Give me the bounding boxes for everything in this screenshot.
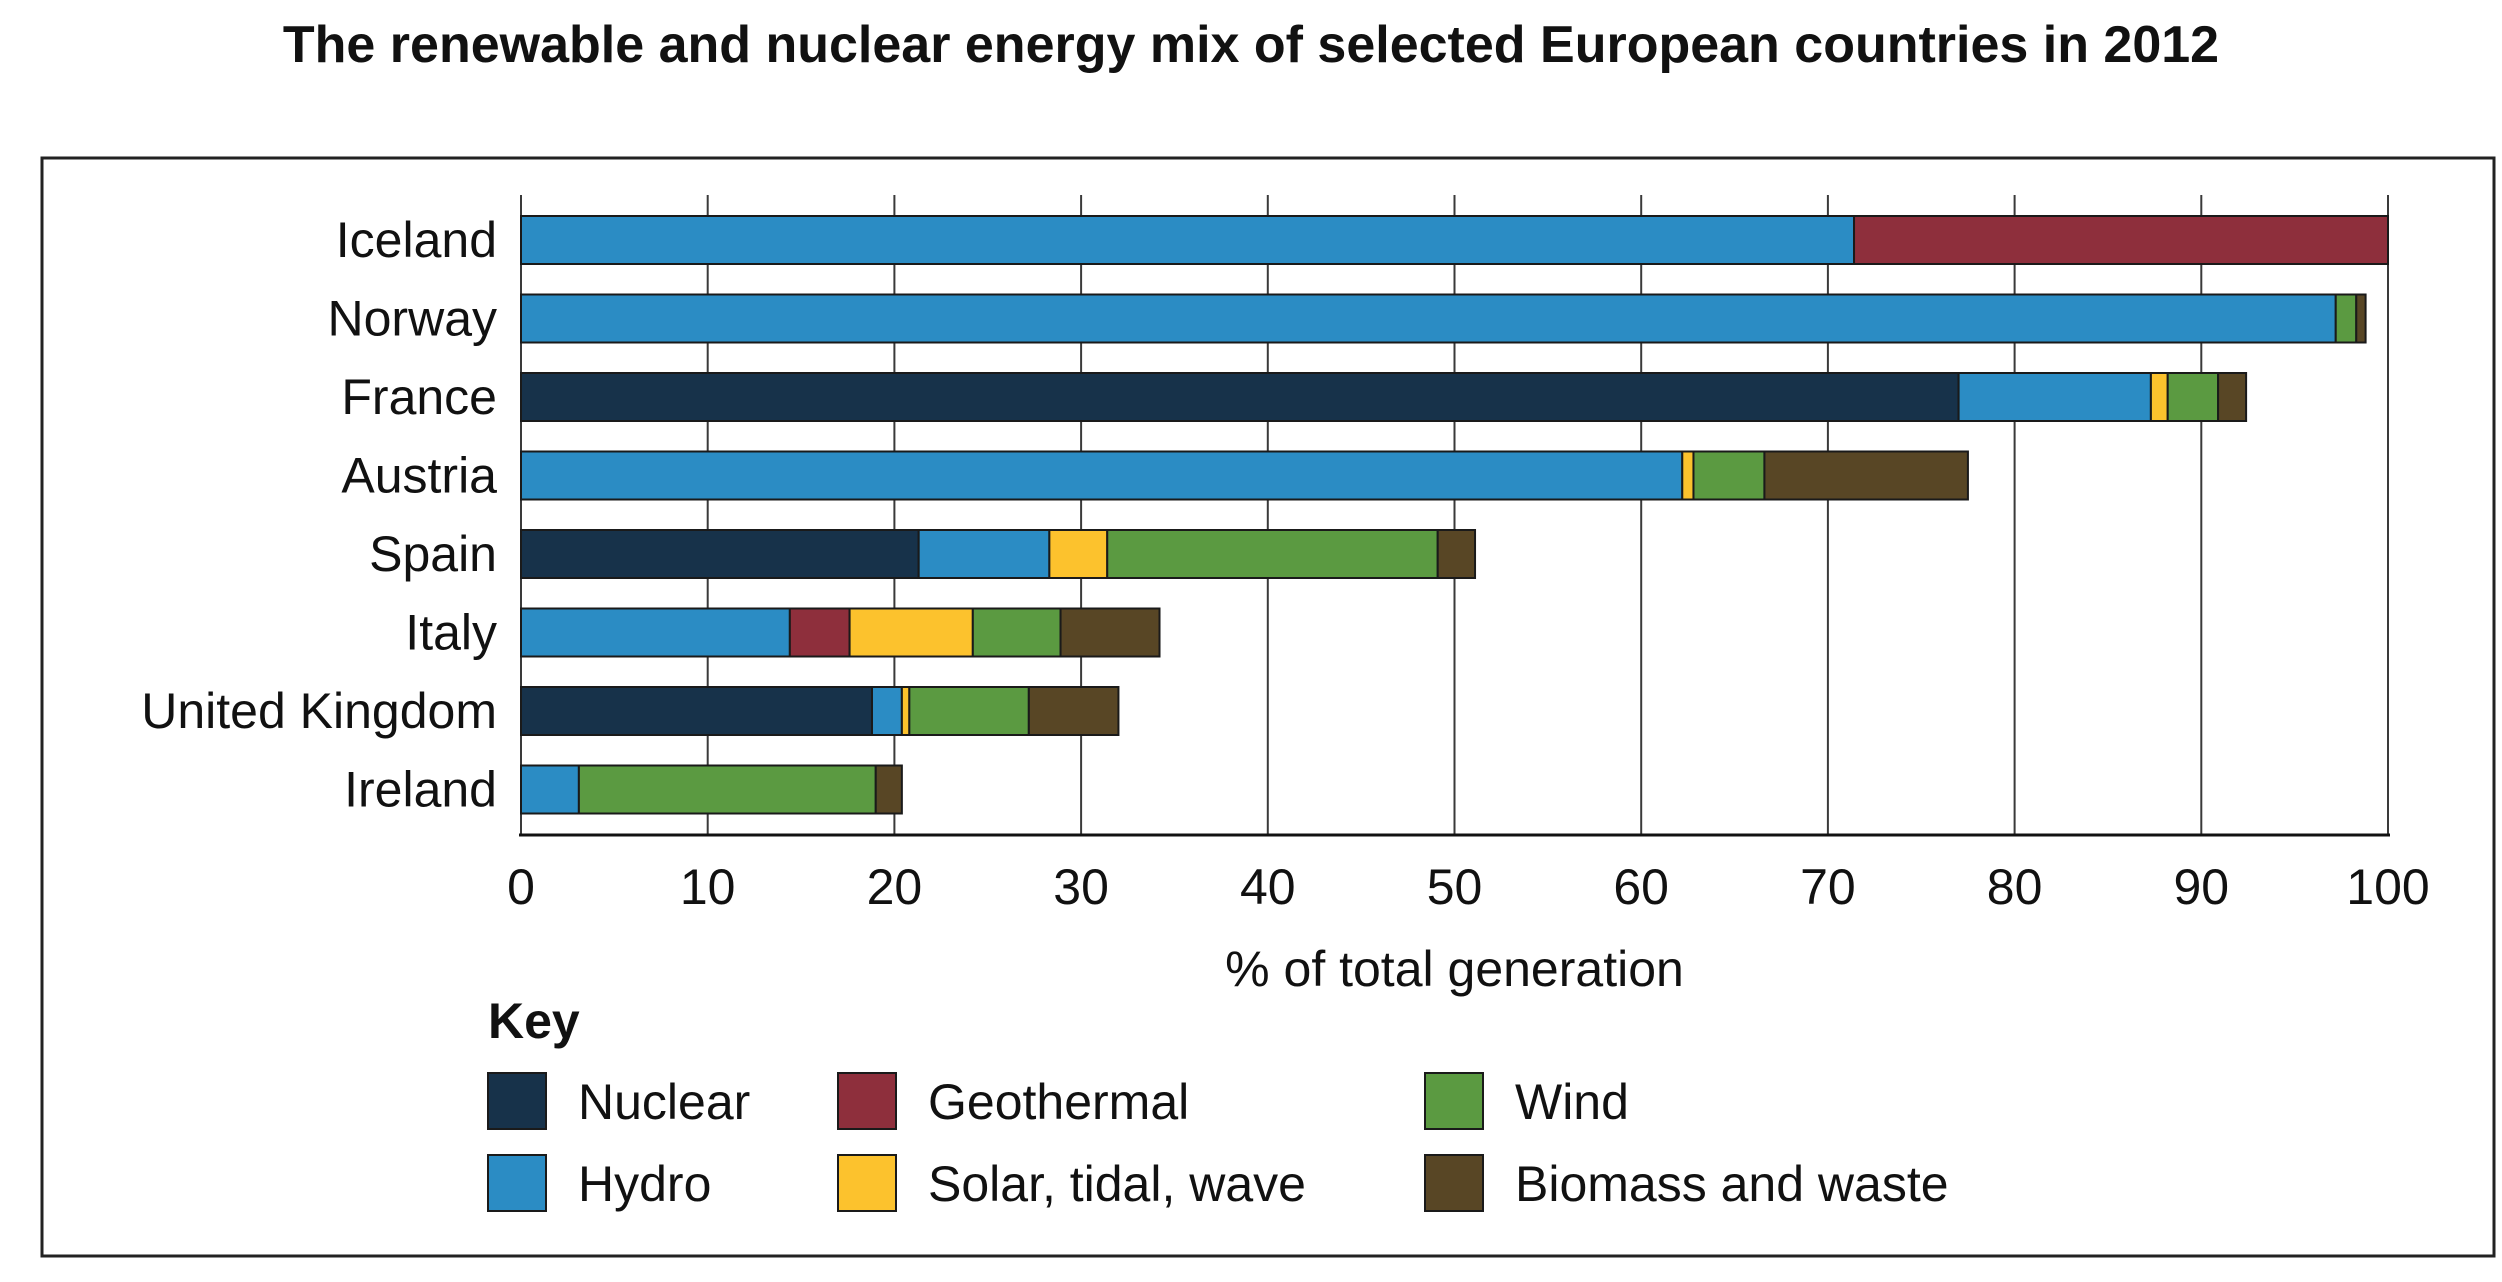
bars (520, 215, 2389, 815)
x-tick-label-30: 30 (1053, 859, 1109, 915)
legend-title: Key (488, 993, 580, 1049)
bar-iceland-geothermal (1853, 215, 2389, 265)
legend-swatch-hydro (487, 1154, 547, 1212)
legend-label-nuclear: Nuclear (578, 1074, 750, 1130)
category-label-iceland: Iceland (336, 212, 497, 268)
bar-france-nuclear (520, 372, 1960, 422)
chart-title: The renewable and nuclear energy mix of … (282, 16, 2220, 74)
bar-france-solar-tidal-wave (2149, 372, 2169, 422)
bar-austria-wind (1692, 450, 1766, 501)
bar-spain-wind (1106, 529, 1439, 579)
bar-austria-solar-tidal-wave (1681, 450, 1695, 501)
category-label-norway: Norway (328, 291, 497, 347)
bar-france-biomass-and-waste (2217, 372, 2248, 422)
x-tick-label-40: 40 (1240, 859, 1296, 915)
legend-swatch-solar-tidal-wave (837, 1154, 897, 1212)
legend-label-solar-tidal-wave: Solar, tidal, wave (928, 1156, 1306, 1212)
legend-swatch-biomass-and-waste (1424, 1154, 1484, 1212)
bar-ireland-biomass-and-waste (874, 764, 903, 815)
category-label-ireland: Ireland (344, 762, 497, 818)
bar-united-kingdom-nuclear (520, 686, 873, 736)
bar-spain-solar-tidal-wave (1048, 529, 1109, 579)
legend-label-hydro: Hydro (578, 1156, 711, 1212)
bar-united-kingdom-biomass-and-waste (1027, 686, 1120, 736)
x-tick-label-0: 0 (507, 859, 535, 915)
x-tick-label-60: 60 (1613, 859, 1669, 915)
legend-label-biomass-and-waste: Biomass and waste (1515, 1156, 1949, 1212)
category-label-italy: Italy (405, 605, 497, 661)
bar-italy-geothermal (788, 607, 851, 658)
legend: Key Nuclear Hydro Geothermal Solar, tidal, w… (487, 993, 1949, 1212)
bar-france-wind (2166, 372, 2220, 422)
x-tick-label-90: 90 (2173, 859, 2229, 915)
x-tick-label-50: 50 (1427, 859, 1483, 915)
category-label-united-kingdom: United Kingdom (141, 683, 497, 739)
bar-norway-hydro (520, 293, 2337, 344)
bar-italy-hydro (520, 607, 791, 658)
bar-united-kingdom-hydro (870, 686, 903, 736)
legend-label-wind: Wind (1515, 1074, 1629, 1130)
category-label-austria: Austria (341, 448, 497, 504)
bar-austria-hydro (520, 450, 1684, 501)
bar-italy-wind (971, 607, 1062, 658)
bar-norway-wind (2334, 293, 2358, 344)
category-label-france: France (341, 369, 497, 425)
bar-spain-biomass-and-waste (1436, 529, 1477, 579)
x-tick-label-20: 20 (867, 859, 923, 915)
bar-spain-hydro (917, 529, 1051, 579)
bar-norway-biomass-and-waste (2355, 293, 2367, 344)
axes: 0 10 20 30 40 50 60 70 80 90 100 % of total generat… (141, 212, 2429, 997)
x-tick-label-10: 10 (680, 859, 736, 915)
legend-swatch-wind (1424, 1072, 1484, 1130)
x-axis-label: % of total generation (1225, 941, 1684, 997)
x-tick-label-100: 100 (2346, 859, 2429, 915)
legend-swatch-geothermal (837, 1072, 897, 1130)
bar-united-kingdom-solar-tidal-wave (900, 686, 911, 736)
bar-austria-biomass-and-waste (1763, 450, 1969, 501)
legend-label-geothermal: Geothermal (928, 1074, 1189, 1130)
bar-ireland-hydro (520, 764, 580, 815)
bar-ireland-wind (577, 764, 877, 815)
bar-italy-solar-tidal-wave (848, 607, 974, 658)
bar-united-kingdom-wind (908, 686, 1030, 736)
bar-spain-nuclear (520, 529, 920, 579)
bar-france-hydro (1957, 372, 2152, 422)
bar-italy-biomass-and-waste (1059, 607, 1161, 658)
legend-swatch-nuclear (487, 1072, 547, 1130)
x-tick-label-80: 80 (1987, 859, 2043, 915)
bar-iceland-hydro (520, 215, 1856, 265)
x-tick-label-70: 70 (1800, 859, 1856, 915)
category-label-spain: Spain (369, 526, 497, 582)
